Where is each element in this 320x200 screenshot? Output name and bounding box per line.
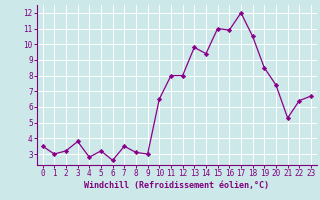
X-axis label: Windchill (Refroidissement éolien,°C): Windchill (Refroidissement éolien,°C): [84, 181, 269, 190]
